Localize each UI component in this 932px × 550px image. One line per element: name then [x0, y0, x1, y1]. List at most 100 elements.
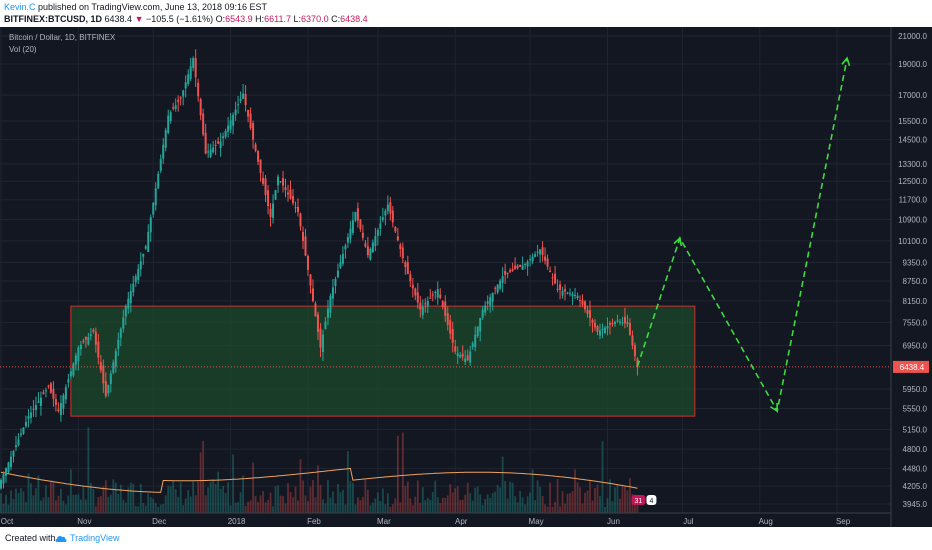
- x-tick-label: Sep: [836, 517, 851, 526]
- volume-bar: [327, 480, 329, 513]
- volume-bar: [209, 481, 212, 513]
- candle-body: [52, 388, 55, 399]
- volume-bar: [197, 481, 200, 513]
- y-tick-label: 10100.0: [898, 237, 927, 246]
- price-chart[interactable]: 21000.0 19000.0 17000.0 15500.0 14500.0 13300…: [0, 27, 932, 527]
- candle-body: [77, 347, 80, 362]
- volume-bar: [439, 502, 442, 513]
- candle-body: [334, 279, 337, 286]
- candle-body: [209, 149, 212, 157]
- volume-bar: [484, 499, 487, 513]
- volume-bar: [449, 484, 452, 513]
- candle-body: [544, 256, 547, 261]
- volume-bar: [539, 486, 541, 513]
- volume-bar: [491, 493, 494, 513]
- volume-bar: [17, 493, 20, 513]
- candle-body: [47, 385, 50, 387]
- candle-body: [57, 409, 60, 411]
- candle-body: [631, 335, 634, 346]
- volume-bar: [409, 498, 412, 513]
- volume-bar: [559, 506, 561, 513]
- volume-bar: [337, 483, 339, 513]
- volume-bar: [262, 491, 264, 513]
- low-label: L:: [293, 14, 302, 24]
- y-tick-label: 6950.0: [903, 341, 928, 350]
- candle-body: [454, 346, 457, 352]
- candle-body: [239, 98, 242, 101]
- candle-body: [2, 474, 5, 484]
- volume-bar: [232, 454, 235, 513]
- volume-bar: [506, 498, 509, 513]
- volume-bar: [77, 494, 80, 513]
- volume-bar: [499, 487, 502, 513]
- candle-body: [594, 322, 596, 328]
- volume-bar: [481, 505, 484, 513]
- volume-bar: [569, 493, 571, 513]
- candle-body: [561, 290, 564, 296]
- y-tick-label: 5950.0: [903, 385, 928, 394]
- candle-body: [396, 236, 399, 241]
- volume-bar: [202, 441, 205, 513]
- volume-bar: [227, 482, 230, 513]
- volume-bar: [489, 498, 492, 513]
- volume-bar: [119, 484, 122, 513]
- candle-body: [364, 243, 367, 247]
- y-tick-label: 10900.0: [898, 216, 927, 225]
- candle-body: [526, 261, 529, 267]
- volume-bar: [364, 479, 367, 513]
- candle-body: [227, 125, 230, 132]
- candle-body: [356, 208, 359, 221]
- support-zone: [70, 305, 696, 417]
- candle-body: [586, 309, 589, 314]
- volume-bar: [396, 435, 399, 513]
- volume-bar: [204, 495, 207, 513]
- candle-body: [274, 190, 277, 200]
- candle-body: [14, 445, 17, 448]
- volume-bar: [576, 482, 579, 513]
- volume-bar: [474, 487, 477, 513]
- chart-area[interactable]: 21000.0 19000.0 17000.0 15500.0 14500.0 13300…: [0, 27, 932, 527]
- volume-bar: [446, 495, 449, 513]
- candle-body: [154, 188, 157, 206]
- volume-bar: [544, 504, 546, 513]
- candle-body: [471, 343, 474, 347]
- candle-body: [354, 211, 357, 221]
- volume-bar: [122, 499, 125, 513]
- tradingview-brand[interactable]: TradingView: [70, 533, 120, 543]
- candle-body: [379, 223, 382, 229]
- volume-bar: [7, 504, 10, 513]
- candle-body: [169, 112, 172, 121]
- volume-bar: [5, 494, 7, 513]
- candle-body: [613, 321, 616, 325]
- candle-body: [202, 113, 205, 135]
- candle-body: [376, 229, 379, 236]
- candle-body: [109, 373, 112, 384]
- volume-bar: [414, 496, 417, 513]
- candle-body: [294, 207, 297, 209]
- y-tick-label: 3945.0: [903, 500, 928, 509]
- volume-bar: [97, 496, 100, 513]
- last-price-badge: [893, 360, 929, 373]
- volume-bar: [87, 427, 90, 513]
- volume-bar: [157, 506, 160, 513]
- volume-bar: [292, 497, 294, 513]
- candle-body: [411, 284, 414, 289]
- candle-body: [304, 236, 307, 256]
- volume-bar: [406, 481, 409, 513]
- candle-body: [531, 256, 534, 262]
- volume-bar: [172, 480, 175, 513]
- volume-bar: [591, 500, 594, 513]
- volume-bar: [549, 482, 551, 513]
- volume-bar: [501, 456, 504, 513]
- candle-body: [194, 58, 197, 78]
- volume-bar: [174, 489, 177, 513]
- candle-body: [326, 308, 329, 318]
- volume-bar: [187, 490, 190, 513]
- volume-bar: [282, 496, 284, 513]
- volume-bar: [304, 495, 307, 513]
- volume-bar: [434, 480, 437, 513]
- volume-bar: [354, 504, 357, 513]
- price-change: −105.5 (−1.61%): [146, 14, 214, 24]
- author-link[interactable]: Kevin.C: [4, 2, 36, 12]
- candle-body: [366, 246, 369, 256]
